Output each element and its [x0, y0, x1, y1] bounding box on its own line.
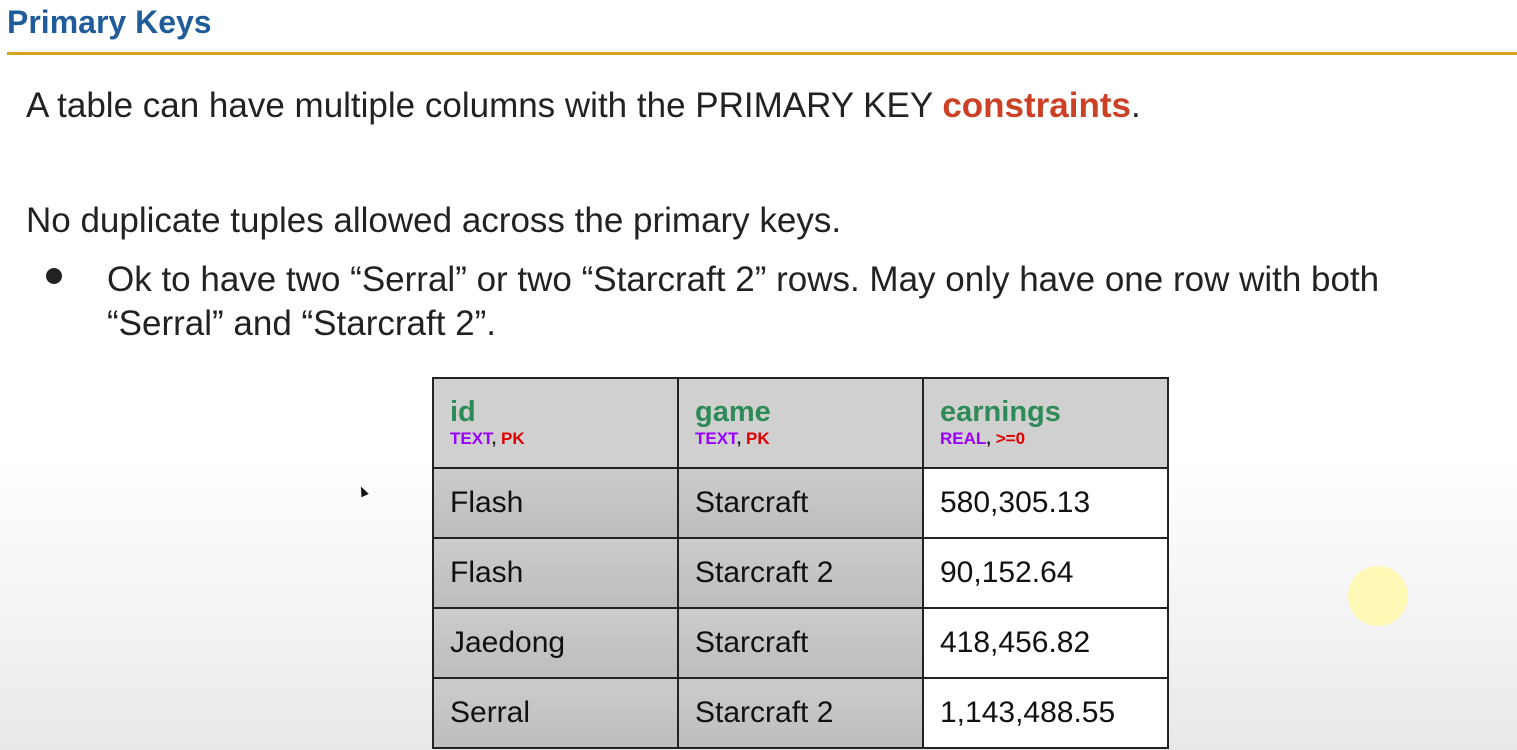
column-meta: TEXT, PK	[695, 429, 770, 448]
column-header-id: id TEXT, PK	[432, 377, 679, 469]
column-meta: REAL, >=0	[940, 429, 1026, 448]
cell-earnings: 90,152.64	[922, 537, 1169, 609]
statement-primary-key-constraints: A table can have multiple columns with t…	[26, 86, 1141, 126]
mouse-cursor-icon	[357, 484, 369, 498]
cell-earnings: 1,143,488.55	[922, 677, 1169, 749]
bullet-text: Ok to have two “Serral” or two “Starcraf…	[107, 260, 1380, 343]
table-row: Serral Starcraft 2 1,143,488.55	[432, 677, 1169, 749]
title-bar: Primary Keys	[0, 0, 1517, 56]
cell-game: Starcraft 2	[677, 677, 924, 749]
column-header-game: game TEXT, PK	[677, 377, 924, 469]
column-constraint: PK	[746, 429, 770, 448]
column-type: TEXT	[695, 429, 737, 448]
page-title: Primary Keys	[7, 4, 212, 40]
players-table: id TEXT, PK game TEXT, PK earnings REAL,…	[432, 377, 1169, 749]
table-row: Flash Starcraft 2 90,152.64	[432, 537, 1169, 609]
column-meta: TEXT, PK	[450, 429, 525, 448]
column-name: earnings	[940, 396, 1061, 428]
column-header-earnings: earnings REAL, >=0	[922, 377, 1169, 469]
cell-id: Jaedong	[432, 607, 679, 679]
title-divider	[7, 52, 1517, 55]
constraints-highlight: constraints	[942, 86, 1131, 125]
table-row: Jaedong Starcraft 418,456.82	[432, 607, 1169, 679]
table-row: Flash Starcraft 580,305.13	[432, 467, 1169, 539]
statement-period: .	[1130, 86, 1141, 125]
cell-earnings: 418,456.82	[922, 607, 1169, 679]
column-constraint: PK	[501, 429, 525, 448]
table-header-row: id TEXT, PK game TEXT, PK earnings REAL,…	[432, 377, 1169, 469]
statement-text: A table can have multiple columns with t…	[26, 86, 943, 125]
column-name: game	[695, 396, 771, 428]
cell-game: Starcraft	[677, 607, 924, 679]
statement-no-duplicates: No duplicate tuples allowed across the p…	[26, 201, 842, 240]
cell-earnings: 580,305.13	[922, 467, 1169, 539]
cell-id: Serral	[432, 677, 679, 749]
pointer-highlight-icon	[1348, 566, 1408, 626]
column-type: REAL	[940, 429, 987, 448]
cell-game: Starcraft	[677, 467, 924, 539]
column-constraint: >=0	[995, 429, 1026, 448]
column-name: id	[450, 396, 476, 428]
bullet-icon	[46, 268, 62, 284]
cell-game: Starcraft 2	[677, 537, 924, 609]
cell-id: Flash	[432, 537, 679, 609]
cell-id: Flash	[432, 467, 679, 539]
column-type: TEXT	[450, 429, 492, 448]
